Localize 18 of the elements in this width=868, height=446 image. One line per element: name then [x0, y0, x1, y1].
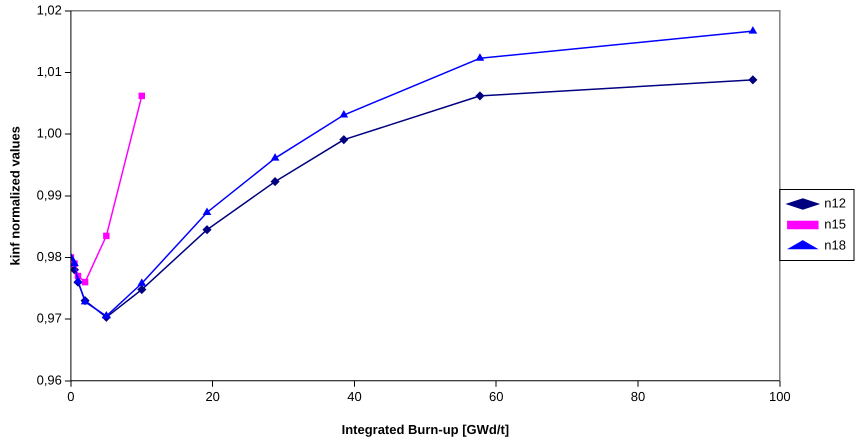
- x-axis-title: Integrated Burn-up [GWd/t]: [342, 422, 510, 437]
- x-tick-label: 40: [347, 389, 362, 404]
- x-tick-label: 80: [630, 389, 646, 404]
- x-tick-label: 100: [768, 389, 791, 404]
- y-tick-label: 1,02: [36, 2, 62, 18]
- legend-label: n12: [824, 196, 846, 211]
- x-tick-label: 20: [205, 389, 220, 404]
- y-tick-label: 0,96: [36, 372, 62, 388]
- y-tick-label: 0,98: [36, 249, 62, 264]
- legend-label: n15: [824, 216, 846, 232]
- y-tick-label: 1,00: [36, 126, 62, 141]
- legend-label: n18: [824, 238, 846, 253]
- y-axis-title: kinf normalized values: [7, 126, 22, 266]
- y-tick-label: 0,99: [36, 187, 62, 202]
- x-tick-label: 0: [67, 389, 75, 404]
- x-tick-label: 60: [489, 389, 504, 404]
- y-tick-label: 0,97: [36, 310, 62, 326]
- y-tick-label: 1,01: [36, 64, 62, 80]
